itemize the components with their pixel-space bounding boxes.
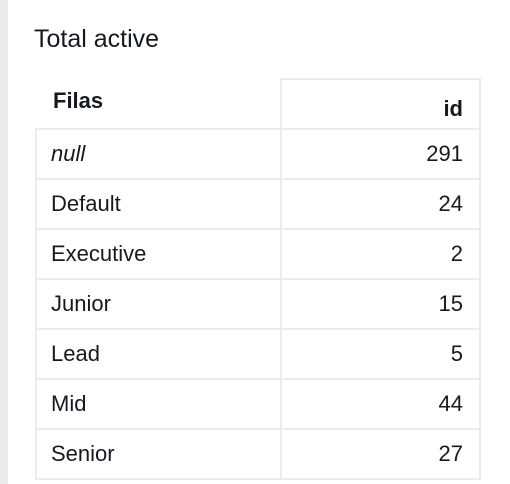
row-label: Junior (36, 279, 281, 329)
row-value: 5 (281, 329, 480, 379)
table-header-row: Filas id (36, 79, 480, 129)
table-row[interactable]: Senior 27 (36, 429, 480, 479)
row-label: Executive (36, 229, 281, 279)
table-row[interactable]: null 291 (36, 129, 480, 179)
row-label: Senior (36, 429, 281, 479)
row-label: Default (36, 179, 281, 229)
row-value: 27 (281, 429, 480, 479)
column-header-filas[interactable]: Filas (36, 79, 281, 129)
row-value: 24 (281, 179, 480, 229)
table-row[interactable]: Executive 2 (36, 229, 480, 279)
widget-title: Total active (34, 22, 159, 56)
row-value: 2 (281, 229, 480, 279)
row-value: 15 (281, 279, 480, 329)
row-label: null (36, 129, 281, 179)
table-row[interactable]: Lead 5 (36, 329, 480, 379)
column-header-id[interactable]: id (281, 79, 480, 129)
table-row[interactable]: Junior 15 (36, 279, 480, 329)
table-row[interactable]: Default 24 (36, 179, 480, 229)
row-label: Mid (36, 379, 281, 429)
row-label: Lead (36, 329, 281, 379)
table-row[interactable]: Mid 44 (36, 379, 480, 429)
pivot-table: Filas id null 291 Default 24 Executive 2… (35, 78, 481, 480)
row-value: 44 (281, 379, 480, 429)
row-value: 291 (281, 129, 480, 179)
